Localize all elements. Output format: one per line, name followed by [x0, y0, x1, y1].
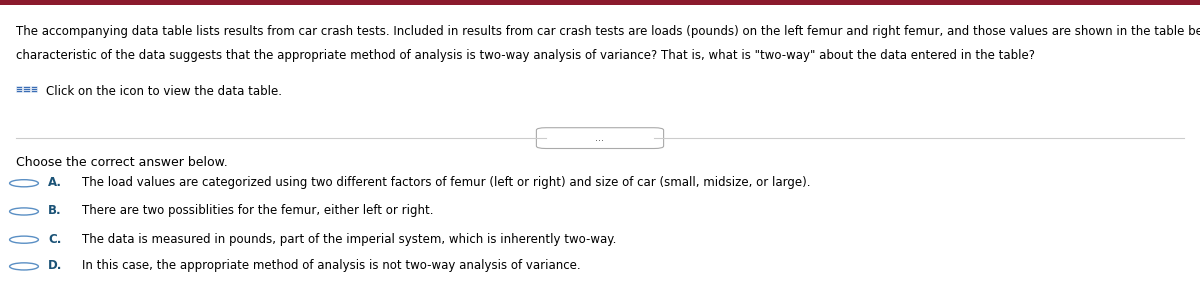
Text: D.: D. [48, 259, 62, 272]
Text: B.: B. [48, 204, 61, 217]
Text: characteristic of the data suggests that the appropriate method of analysis is t: characteristic of the data suggests that… [16, 49, 1034, 62]
FancyBboxPatch shape [16, 86, 22, 88]
Text: A.: A. [48, 176, 62, 189]
FancyBboxPatch shape [31, 86, 37, 88]
FancyBboxPatch shape [31, 90, 37, 92]
Text: The accompanying data table lists results from car crash tests. Included in resu: The accompanying data table lists result… [16, 25, 1200, 38]
Text: Click on the icon to view the data table.: Click on the icon to view the data table… [46, 85, 282, 98]
FancyBboxPatch shape [23, 90, 30, 92]
Text: There are two possiblities for the femur, either left or right.: There are two possiblities for the femur… [82, 204, 433, 217]
Text: In this case, the appropriate method of analysis is not two-way analysis of vari: In this case, the appropriate method of … [82, 259, 581, 272]
Text: The load values are categorized using two different factors of femur (left or ri: The load values are categorized using tw… [82, 176, 810, 189]
FancyBboxPatch shape [31, 88, 37, 90]
FancyBboxPatch shape [0, 0, 1200, 5]
FancyBboxPatch shape [16, 90, 22, 92]
Text: The data is measured in pounds, part of the imperial system, which is inherently: The data is measured in pounds, part of … [82, 233, 616, 246]
FancyBboxPatch shape [536, 128, 664, 148]
FancyBboxPatch shape [16, 88, 22, 90]
FancyBboxPatch shape [23, 86, 30, 88]
Text: ...: ... [595, 133, 605, 143]
Text: C.: C. [48, 233, 61, 246]
FancyBboxPatch shape [23, 88, 30, 90]
Text: Choose the correct answer below.: Choose the correct answer below. [16, 156, 227, 169]
